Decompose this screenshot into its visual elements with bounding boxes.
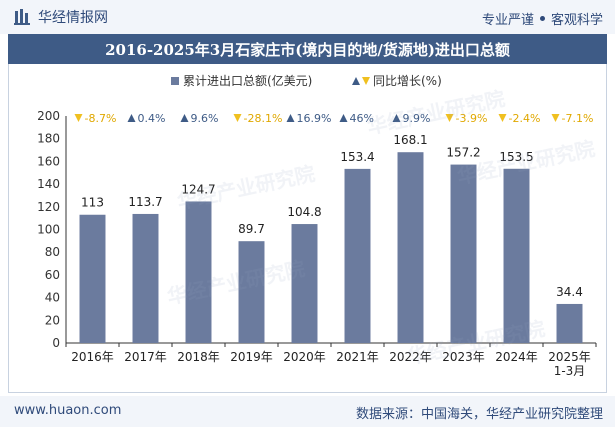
growth-label: -3.9% xyxy=(456,112,488,125)
y-tick-label: 120 xyxy=(37,200,60,214)
chart-title: 2016-2025年3月石家庄市(境内目的地/货源地)进出口总额 xyxy=(105,40,510,59)
x-tick-label: 2020年 xyxy=(283,350,326,364)
growth-up-triangle-icon xyxy=(339,114,348,122)
legend-bar-swatch-icon xyxy=(171,77,179,85)
bar-value-label: 124.7 xyxy=(181,182,215,196)
watermark-text: 华经产业研究院 xyxy=(365,86,507,139)
x-tick-label: 2018年 xyxy=(177,350,220,364)
growth-label: 0.4% xyxy=(138,112,166,125)
bar-value-label: 113.7 xyxy=(128,195,162,209)
legend-up-triangle-icon xyxy=(352,77,360,85)
legend-bar-label: 累计进出口总额(亿美元) xyxy=(183,73,312,88)
separator-dot-icon xyxy=(539,16,545,21)
bar xyxy=(79,214,106,343)
slogan-tag-1: 专业严谨 xyxy=(481,13,534,28)
growth-label: -7.1% xyxy=(562,112,594,125)
brand-logo-icon xyxy=(14,9,30,25)
x-tick-label: 2017年 xyxy=(124,350,167,364)
legend-growth-label: 同比增长(%) xyxy=(373,74,442,88)
bar xyxy=(238,241,265,343)
bar xyxy=(344,168,371,343)
bar xyxy=(185,201,212,343)
x-tick-label: 2022年 xyxy=(389,350,432,364)
y-tick-label: 140 xyxy=(37,177,60,191)
data-source: 数据来源：中国海关，华经产业研究院整理 xyxy=(355,407,603,422)
growth-down-triangle-icon xyxy=(551,114,560,122)
y-tick-label: 40 xyxy=(45,291,60,305)
growth-down-triangle-icon xyxy=(74,114,83,122)
bar xyxy=(291,224,318,343)
bar-chart: 累计进出口总额(亿美元) 同比增长(%) 0 20 40 60 80 100 120 140 160… xyxy=(37,73,597,378)
bar-value-label: 113 xyxy=(81,196,104,210)
slogan-tag-2: 客观科学 xyxy=(550,13,603,28)
legend-down-triangle-icon xyxy=(362,77,370,85)
x-tick-label: 2023年 xyxy=(442,350,485,364)
y-tick-label: 0 xyxy=(52,336,60,350)
x-tick-label: 2021年 xyxy=(336,350,379,364)
y-tick-label: 180 xyxy=(37,132,60,146)
x-tick-label: 2019年 xyxy=(230,350,273,364)
bar-value-label: 153.5 xyxy=(499,150,533,164)
brand[interactable]: 华经情报网 xyxy=(14,8,108,26)
y-tick-label: 60 xyxy=(45,268,60,282)
title-bar: 2016-2025年3月石家庄市(境内目的地/货源地)进出口总额 xyxy=(8,34,607,64)
top-bar: 华经情报网 专业严谨 客观科学 xyxy=(0,0,615,34)
website-link[interactable]: www.huaon.com xyxy=(14,403,122,418)
growth-up-triangle-icon xyxy=(127,114,136,122)
growth-label: 46% xyxy=(350,112,374,125)
growth-down-triangle-icon xyxy=(233,114,242,122)
bar-value-label: 153.4 xyxy=(340,150,374,164)
y-tick-label: 200 xyxy=(37,109,60,123)
y-tick-label: 160 xyxy=(37,154,60,168)
footer: www.huaon.com 数据来源：中国海关，华经产业研究院整理 xyxy=(0,396,615,427)
growth-label: 9.9% xyxy=(403,112,431,125)
growth-label: -28.1% xyxy=(244,112,283,125)
chart-frame: 累计进出口总额(亿美元) 同比增长(%) 0 20 40 60 80 100 120 140 160… xyxy=(8,64,607,393)
bar xyxy=(397,152,424,343)
y-tick-label: 100 xyxy=(37,223,60,237)
bar xyxy=(450,164,477,343)
bar xyxy=(503,168,530,343)
x-tick-label: 1-3月 xyxy=(554,364,586,378)
growth-down-triangle-icon xyxy=(498,114,507,122)
x-tick-label: 2016年 xyxy=(71,350,114,364)
growth-down-triangle-icon xyxy=(445,114,454,122)
bar-value-label: 89.7 xyxy=(238,222,265,236)
growth-label: 16.9% xyxy=(297,112,332,125)
growth-up-triangle-icon xyxy=(392,114,401,122)
growth-label: 9.6% xyxy=(191,112,219,125)
bar xyxy=(132,213,159,343)
brand-name: 华经情报网 xyxy=(38,10,108,26)
bar-value-label: 168.1 xyxy=(393,133,427,147)
x-tick-label: 2025年 xyxy=(548,350,591,364)
bar xyxy=(556,303,583,343)
y-tick-label: 20 xyxy=(45,313,60,327)
bar-value-label: 104.8 xyxy=(287,205,321,219)
slogan: 专业严谨 客观科学 xyxy=(482,9,603,28)
bar-value-label: 157.2 xyxy=(446,146,480,160)
growth-up-triangle-icon xyxy=(180,114,189,122)
bar-value-label: 34.4 xyxy=(556,285,583,299)
y-tick-label: 80 xyxy=(45,245,60,259)
growth-label: -2.4% xyxy=(509,112,541,125)
x-tick-label: 2024年 xyxy=(495,350,538,364)
growth-label: -8.7% xyxy=(85,112,117,125)
growth-up-triangle-icon xyxy=(286,114,295,122)
